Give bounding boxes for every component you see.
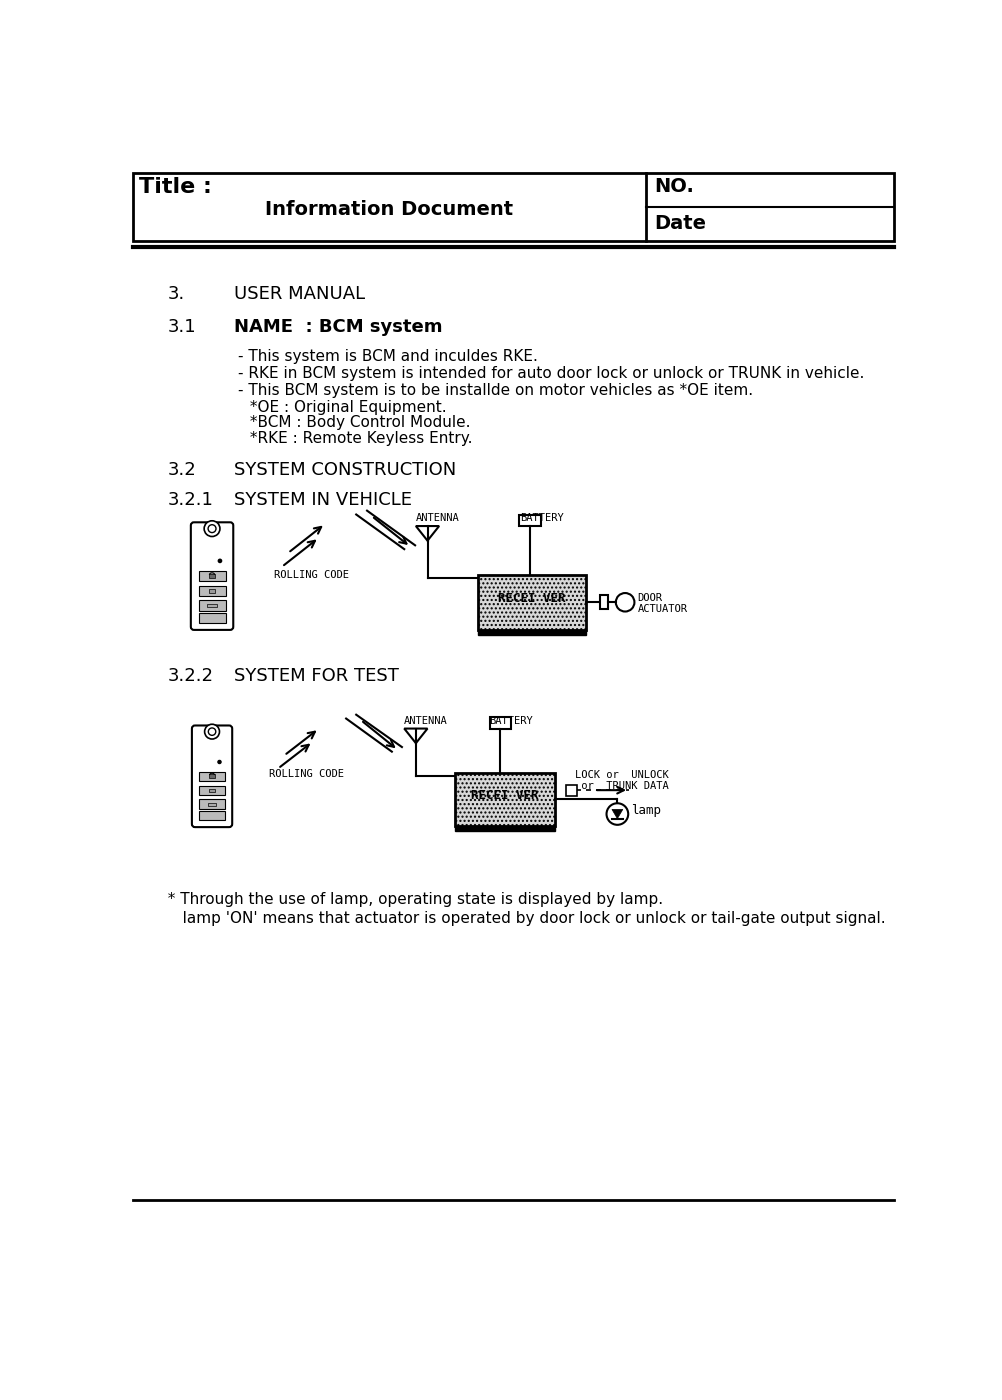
Text: Date: Date <box>653 214 705 234</box>
Text: or  TRUNK DATA: or TRUNK DATA <box>575 781 668 791</box>
Bar <box>198 587 225 596</box>
Text: 3.2: 3.2 <box>168 461 196 479</box>
Text: *OE : Original Equipment.: *OE : Original Equipment. <box>245 400 447 414</box>
Bar <box>209 774 215 778</box>
Text: ROLLING CODE: ROLLING CODE <box>275 570 349 580</box>
Circle shape <box>204 724 219 739</box>
Text: USER MANUAL: USER MANUAL <box>233 286 365 302</box>
Bar <box>478 574 586 630</box>
Bar <box>490 717 511 728</box>
Text: - This system is BCM and inculdes RKE.: - This system is BCM and inculdes RKE. <box>237 349 537 364</box>
Bar <box>198 571 225 581</box>
Circle shape <box>616 594 634 612</box>
Text: SYSTEM CONSTRUCTION: SYSTEM CONSTRUCTION <box>233 461 456 479</box>
Text: - This BCM system is to be installde on motor vehicles as *OE item.: - This BCM system is to be installde on … <box>237 382 753 398</box>
Text: BATTERY: BATTERY <box>520 512 564 524</box>
Text: ANTENNA: ANTENNA <box>416 512 460 524</box>
Bar <box>600 595 608 609</box>
Bar <box>207 605 216 608</box>
Circle shape <box>208 525 216 532</box>
FancyBboxPatch shape <box>190 522 233 630</box>
Text: ROLLING CODE: ROLLING CODE <box>269 769 344 778</box>
Bar <box>455 826 555 832</box>
Bar <box>199 811 224 820</box>
Bar <box>566 785 577 795</box>
Bar <box>199 799 224 809</box>
Text: SYSTEM FOR TEST: SYSTEM FOR TEST <box>233 666 399 685</box>
Bar <box>208 589 215 594</box>
Bar <box>199 785 224 795</box>
Text: ACTUATOR: ACTUATOR <box>637 603 687 613</box>
Circle shape <box>218 760 221 763</box>
FancyBboxPatch shape <box>192 725 232 827</box>
Bar <box>133 174 894 241</box>
Text: RECEI VER: RECEI VER <box>498 592 566 605</box>
Bar <box>208 574 215 578</box>
Circle shape <box>218 559 221 563</box>
Circle shape <box>208 728 215 735</box>
Bar <box>478 630 586 636</box>
Text: SYSTEM IN VEHICLE: SYSTEM IN VEHICLE <box>233 491 412 510</box>
Text: 3.: 3. <box>168 286 185 302</box>
Polygon shape <box>416 526 439 540</box>
Bar <box>198 601 225 610</box>
Bar <box>198 613 225 623</box>
Text: *BCM : Body Control Module.: *BCM : Body Control Module. <box>245 416 471 430</box>
Text: BATTERY: BATTERY <box>490 717 533 727</box>
Bar <box>199 771 224 781</box>
Text: NAME  : BCM system: NAME : BCM system <box>233 318 442 336</box>
Text: - RKE in BCM system is intended for auto door lock or unlock or TRUNK in vehicle: - RKE in BCM system is intended for auto… <box>237 365 864 381</box>
Polygon shape <box>404 728 428 743</box>
Text: DOOR: DOOR <box>637 594 662 603</box>
Bar <box>209 788 215 792</box>
Circle shape <box>204 521 220 536</box>
Text: 3.1: 3.1 <box>168 318 196 336</box>
Text: 3.2.2: 3.2.2 <box>168 666 213 685</box>
Text: Title :: Title : <box>139 178 212 197</box>
Text: * Through the use of lamp, operating state is displayed by lamp.: * Through the use of lamp, operating sta… <box>157 892 663 907</box>
Bar <box>455 773 555 826</box>
Text: lamp 'ON' means that actuator is operated by door lock or unlock or tail-gate ou: lamp 'ON' means that actuator is operate… <box>168 911 886 925</box>
Circle shape <box>606 804 628 825</box>
Text: ANTENNA: ANTENNA <box>404 717 448 727</box>
Text: *RKE : Remote Keyless Entry.: *RKE : Remote Keyless Entry. <box>245 431 473 445</box>
Text: RECEI VER: RECEI VER <box>471 790 539 802</box>
Bar <box>519 515 541 526</box>
Polygon shape <box>612 809 623 819</box>
Text: NO.: NO. <box>653 178 693 196</box>
Text: Information Document: Information Document <box>266 200 514 220</box>
Text: LOCK or  UNLOCK: LOCK or UNLOCK <box>575 770 668 780</box>
Text: lamp: lamp <box>631 804 661 816</box>
Text: 3.2.1: 3.2.1 <box>168 491 213 510</box>
Bar <box>207 802 216 806</box>
